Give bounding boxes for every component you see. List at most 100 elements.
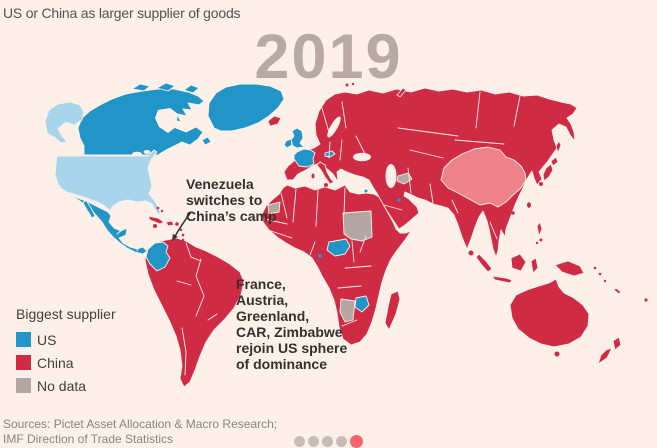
baltic-sea [327, 116, 341, 138]
country-canada [77, 88, 205, 156]
island-bahamas-2 [160, 209, 164, 213]
country-qatar-dot [397, 198, 401, 202]
country-colombia-ecuador [145, 241, 171, 272]
country-japan-honshu [542, 163, 554, 182]
annotation-rejoin: France, Austria, Greenland, CAR, Zimbabw… [236, 276, 347, 372]
source-line-1: Sources: Pictet Asset Allocation & Macro… [3, 417, 278, 431]
island-solomon-2 [598, 272, 602, 276]
chart-title: US or China as larger supplier of goods [3, 5, 241, 21]
island-antilles-2 [181, 233, 185, 237]
island-new-caledonia [613, 287, 622, 295]
source-line-2: IMF Direction of Trade Statistics [3, 432, 174, 446]
landmasses [44, 82, 622, 388]
legend-swatch-nodata [16, 378, 31, 393]
island-philippines-2 [539, 238, 543, 242]
island-java [491, 275, 513, 284]
annotation-line: China’s camp [186, 208, 277, 224]
legend-item-us: US [16, 331, 116, 348]
country-cameroon-dot [318, 254, 322, 258]
pagination-dot-2[interactable] [308, 436, 319, 447]
annotation-venezuela: Venezuela switches to China’s camp [186, 176, 277, 224]
island-puerto-rico [175, 222, 179, 226]
island-borneo [510, 253, 527, 272]
country-france [293, 148, 316, 168]
country-austria [324, 150, 336, 158]
island-novaya-zemlya [396, 87, 407, 98]
island-antilles-3 [181, 238, 185, 242]
annotation-line: CAR, Zimbabwe [236, 324, 343, 340]
island-trinidad [180, 243, 184, 247]
island-bahamas-1 [156, 206, 160, 210]
island-sakhalin [555, 140, 562, 154]
country-iceland [267, 115, 282, 127]
island-newfoundland [201, 136, 212, 146]
island-sulawesi [530, 257, 539, 274]
country-new-zealand-south [597, 347, 613, 365]
island-solomon-1 [593, 266, 597, 270]
island-antilles-1 [179, 228, 183, 232]
region-western-sahara [267, 201, 281, 215]
island-sicily [324, 183, 328, 187]
pagination-dot-4[interactable] [336, 436, 347, 447]
annotation-line: Venezuela [186, 176, 254, 192]
legend-title: Biggest supplier [16, 306, 116, 322]
country-new-guinea [554, 260, 585, 277]
pagination [294, 435, 363, 448]
country-namibia [339, 298, 356, 323]
legend-label-china: China [37, 354, 74, 371]
pagination-dot-5[interactable] [350, 435, 363, 448]
water-bodies [132, 108, 397, 188]
region-africa [261, 184, 412, 346]
legend-label-nodata: No data [37, 377, 87, 394]
annotation-line: France, [236, 276, 286, 292]
region-south-america [144, 237, 245, 388]
pagination-dot-3[interactable] [322, 436, 333, 447]
country-cuba [147, 215, 165, 225]
island-jamaica [153, 224, 157, 228]
country-turkmenistan [396, 172, 413, 185]
legend-label-us: US [37, 331, 57, 348]
source-note: Sources: Pictet Asset Allocation & Macro… [3, 417, 277, 447]
country-central-african-republic [326, 238, 351, 257]
annotation-line: of dominance [236, 356, 328, 372]
arctic-island-3 [183, 84, 200, 94]
region-mexico-central-america [62, 190, 148, 255]
country-italy [316, 161, 335, 185]
island-sumatra [475, 253, 493, 273]
region-baja-california [82, 199, 96, 219]
country-philippines [536, 221, 543, 237]
island-sri-lanka [468, 250, 474, 256]
country-australia [509, 278, 590, 348]
legend-item-nodata: No data [16, 377, 116, 394]
country-china [440, 146, 527, 208]
country-ireland [283, 138, 293, 149]
island-philippines-3 [535, 241, 539, 245]
legend-swatch-china [16, 355, 31, 370]
island-hispaniola [165, 220, 175, 227]
country-new-zealand-north [612, 336, 622, 351]
arctic-island-2 [156, 82, 176, 92]
island-kyushu [539, 182, 543, 186]
caspian-sea [385, 164, 397, 188]
island-tasmania [554, 351, 560, 357]
year-label: 2019 [254, 22, 403, 92]
great-lake-2 [143, 150, 151, 154]
country-united-kingdom [290, 127, 305, 149]
region-alaska [44, 101, 85, 144]
legend-swatch-us [16, 332, 31, 347]
country-madagascar [384, 290, 401, 331]
island-sardinia [311, 173, 315, 179]
pagination-dot-1[interactable] [294, 436, 305, 447]
country-united-states [54, 149, 162, 216]
country-sudan [342, 210, 373, 242]
arctic-island-1 [131, 83, 151, 92]
island-svalbard-1 [345, 83, 349, 87]
country-japan-hokkaido [550, 156, 559, 167]
legend: Biggest supplier US China No data [16, 306, 116, 401]
country-zimbabwe [354, 295, 370, 313]
annotation-arrow [172, 211, 192, 241]
annotation-line: Austria, [236, 292, 289, 308]
island-svalbard-2 [351, 82, 355, 86]
